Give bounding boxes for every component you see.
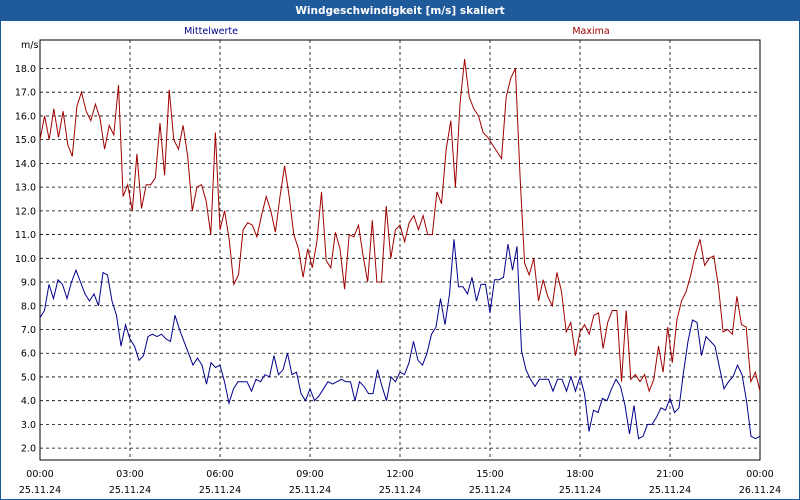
y-tick-label: 11.0 — [15, 230, 36, 241]
y-tick-label: 9.0 — [21, 278, 36, 289]
y-tick-labels: 2.0 3.0 4.0 5.0 6.0 7.0 8.0 9.0 10.0 11.0 12.0 13.0… — [15, 64, 36, 455]
x-tick-date: 26.11.24 — [739, 485, 781, 496]
y-tick-label: 3.0 — [21, 420, 36, 431]
y-tick-label: 14.0 — [15, 159, 36, 170]
y-tick-label: 10.0 — [15, 254, 36, 265]
x-tick-date: 25.11.24 — [19, 485, 61, 496]
series-line-maxima — [39, 58, 761, 393]
x-tick-time: 00:00 — [26, 469, 53, 480]
legend-maxima: Maxima — [572, 26, 610, 37]
x-tick-time: 00:00 — [746, 469, 773, 480]
x-tick-date: 25.11.24 — [289, 485, 331, 496]
y-tick-label: 8.0 — [21, 301, 36, 312]
y-tick-label: 12.0 — [15, 206, 36, 217]
y-tick-label: 13.0 — [15, 183, 36, 194]
x-tick-date: 25.11.24 — [379, 485, 421, 496]
x-tick-time: 21:00 — [656, 469, 683, 480]
y-tick-label: 7.0 — [21, 325, 36, 336]
x-tick-time: 15:00 — [476, 469, 503, 480]
x-tick-labels: 00:00 25.11.24 03:00 25.11.24 06:00 25.11.24 0… — [19, 469, 781, 496]
x-tick-date: 25.11.24 — [559, 485, 601, 496]
x-tick-time: 09:00 — [296, 469, 323, 480]
x-tick-date: 25.11.24 — [109, 485, 151, 496]
y-tick-label: 4.0 — [21, 396, 36, 407]
x-tick-date: 25.11.24 — [199, 485, 241, 496]
plot-border — [39, 39, 761, 461]
y-tick-label: 5.0 — [21, 372, 36, 383]
y-axis-unit-label: m/s — [21, 40, 39, 51]
y-tick-label: 18.0 — [15, 64, 36, 75]
legend-mittelwerte: Mittelwerte — [184, 26, 238, 37]
x-tick-date: 25.11.24 — [469, 485, 511, 496]
grid-lines — [40, 40, 760, 460]
chart-title: Windgeschwindigkeit [m/s] skaliert — [1, 1, 799, 21]
series-line-mittelwerte — [39, 239, 761, 440]
y-tick-label: 17.0 — [15, 88, 36, 99]
y-tick-label: 6.0 — [21, 349, 36, 360]
x-tick-time: 03:00 — [116, 469, 143, 480]
y-tick-label: 15.0 — [15, 135, 36, 146]
y-tick-label: 2.0 — [21, 444, 36, 455]
x-tick-time: 18:00 — [566, 469, 593, 480]
y-tick-label: 16.0 — [15, 111, 36, 122]
x-tick-time: 06:00 — [206, 469, 233, 480]
x-tick-date: 25.11.24 — [649, 485, 691, 496]
x-tick-time: 12:00 — [386, 469, 413, 480]
